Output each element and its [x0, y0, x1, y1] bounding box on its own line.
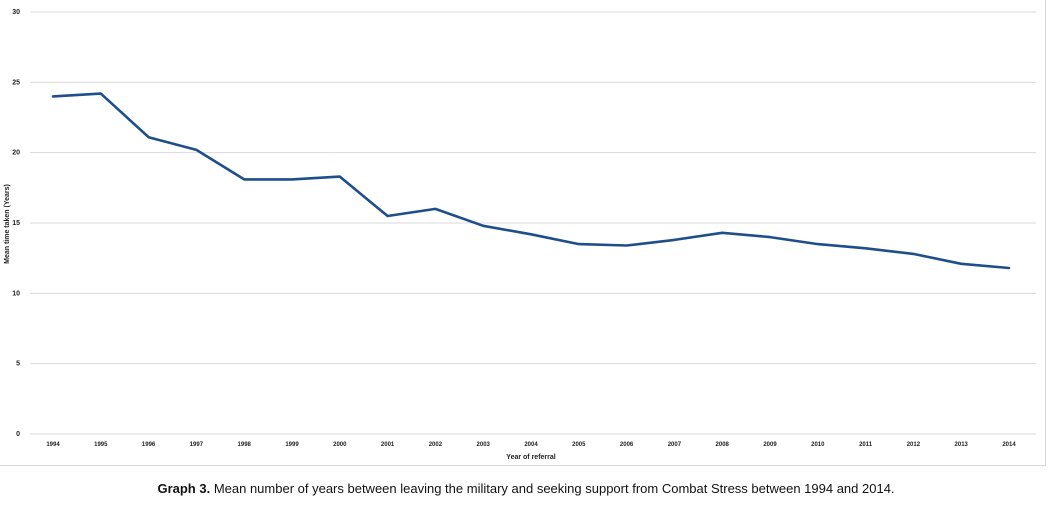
y-tick-label: 5: [16, 361, 20, 368]
y-axis-label: Mean time taken (Years): [4, 184, 11, 264]
x-tick-label: 2013: [955, 442, 969, 448]
y-axis-ticks: 0 5 10 15 20 25 30: [12, 9, 20, 438]
x-axis-ticks: 1994 1995 1996 1997 1998 1999 2000 2001 2002 2003…: [46, 442, 1016, 448]
x-tick-label: 2004: [524, 442, 538, 448]
caption-label: Graph 3.: [157, 481, 211, 496]
x-tick-label: 2012: [907, 442, 921, 448]
x-tick-label: 2007: [668, 442, 682, 448]
x-tick-label: 1996: [142, 442, 156, 448]
x-axis-label: Year of referral: [506, 454, 555, 461]
x-tick-label: 2011: [859, 442, 873, 448]
x-tick-label: 2010: [811, 442, 825, 448]
x-tick-label: 2001: [381, 442, 395, 448]
y-tick-label: 15: [12, 220, 20, 227]
chart-frame: 0 5 10 15 20 25 30 1994 1995 1996 1997 1998 1999 200…: [0, 0, 1046, 466]
x-tick-label: 2006: [620, 442, 634, 448]
x-tick-label: 1998: [238, 442, 252, 448]
x-tick-label: 1994: [46, 442, 60, 448]
caption-text: Mean number of years between leaving the…: [210, 481, 895, 496]
x-tick-label: 2014: [1002, 442, 1016, 448]
x-tick-label: 2009: [763, 442, 777, 448]
grid-lines: [30, 11, 1036, 435]
y-tick-label: 10: [12, 290, 20, 297]
series-layer: [51, 92, 1011, 270]
x-tick-label: 2005: [572, 442, 586, 448]
x-tick-label: 2000: [333, 442, 347, 448]
y-tick-label: 25: [12, 79, 20, 86]
x-tick-label: 1995: [94, 442, 108, 448]
y-tick-label: 0: [16, 431, 20, 438]
x-tick-label: 1997: [190, 442, 204, 448]
series-line-0: [51, 92, 1011, 270]
x-tick-label: 2002: [429, 442, 443, 448]
y-tick-label: 20: [12, 150, 20, 157]
x-tick-label: 1999: [285, 442, 299, 448]
line-chart: 0 5 10 15 20 25 30 1994 1995 1996 1997 1998 1999 200…: [4, 9, 1036, 461]
x-tick-label: 2008: [716, 442, 730, 448]
x-tick-label: 2003: [477, 442, 491, 448]
y-tick-label: 30: [12, 9, 20, 16]
figure-caption: Graph 3. Mean number of years between le…: [0, 481, 1052, 496]
